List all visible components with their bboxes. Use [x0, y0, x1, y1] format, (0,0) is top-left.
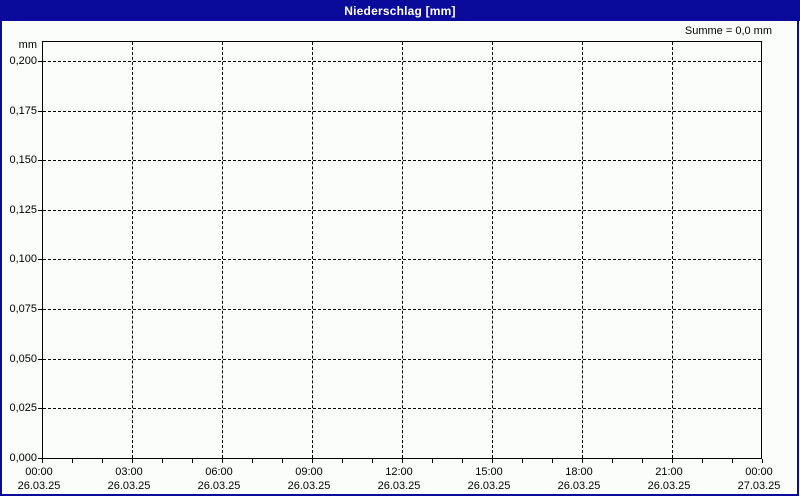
- y-tick-label: 0,050: [9, 353, 37, 365]
- y-axis-unit-label: mm: [18, 39, 37, 51]
- x-date-label: 27.03.25: [737, 480, 781, 492]
- x-axis-tick: [492, 459, 493, 463]
- y-tick-label: 0,175: [9, 105, 37, 117]
- x-gridline: [492, 42, 493, 458]
- x-time-label: 00:00: [25, 466, 53, 478]
- x-axis-tick: [192, 459, 193, 463]
- x-date-label: 26.03.25: [377, 480, 421, 492]
- x-axis-tick: [162, 459, 163, 463]
- y-tick-label: 0,150: [9, 154, 37, 166]
- y-tick-label: 0,125: [9, 204, 37, 216]
- x-axis-tick: [372, 459, 373, 463]
- x-axis-tick: [282, 459, 283, 463]
- y-tick-label: 0,200: [9, 55, 37, 67]
- x-date-label: 26.03.25: [17, 480, 61, 492]
- y-axis-tick: [38, 359, 42, 360]
- y-axis-tick: [38, 61, 42, 62]
- x-axis-tick: [222, 459, 223, 463]
- x-axis-tick: [132, 459, 133, 463]
- sum-readout: Summe = 0,0 mm: [684, 25, 772, 37]
- x-time-label: 15:00: [475, 466, 503, 478]
- y-axis-tick: [38, 160, 42, 161]
- x-gridline: [222, 42, 223, 458]
- x-axis-tick: [72, 459, 73, 463]
- y-axis-tick: [38, 408, 42, 409]
- x-axis-tick: [732, 459, 733, 463]
- y-axis-tick: [38, 259, 42, 260]
- x-time-label: 18:00: [565, 466, 593, 478]
- y-tick-label: 0,025: [9, 402, 37, 414]
- x-gridline: [402, 42, 403, 458]
- x-time-label: 06:00: [205, 466, 233, 478]
- x-time-label: 12:00: [385, 466, 413, 478]
- x-date-label: 26.03.25: [197, 480, 241, 492]
- x-axis-tick: [702, 459, 703, 463]
- x-axis-tick: [522, 459, 523, 463]
- x-axis-tick: [312, 459, 313, 463]
- chart-title: Niederschlag [mm]: [344, 3, 456, 18]
- x-axis-tick: [612, 459, 613, 463]
- x-time-label: 09:00: [295, 466, 323, 478]
- x-axis-tick: [102, 459, 103, 463]
- y-axis-tick: [38, 458, 42, 459]
- window-titlebar[interactable]: Niederschlag [mm]: [0, 0, 800, 21]
- x-axis-tick: [582, 459, 583, 463]
- x-axis-tick: [342, 459, 343, 463]
- x-gridline: [312, 42, 313, 458]
- chart-panel-frame: [0, 21, 799, 496]
- plot-area: [42, 41, 762, 459]
- x-time-label: 03:00: [115, 466, 143, 478]
- x-axis-tick: [672, 459, 673, 463]
- x-axis-tick: [42, 459, 43, 463]
- x-date-label: 26.03.25: [647, 480, 691, 492]
- x-axis-tick: [432, 459, 433, 463]
- x-gridline: [582, 42, 583, 458]
- x-date-label: 26.03.25: [107, 480, 151, 492]
- x-date-label: 26.03.25: [287, 480, 331, 492]
- y-axis-tick: [38, 309, 42, 310]
- y-tick-label: 0,075: [9, 303, 37, 315]
- x-time-label: 21:00: [655, 466, 683, 478]
- x-gridline: [672, 42, 673, 458]
- x-axis-tick: [762, 459, 763, 463]
- x-date-label: 26.03.25: [467, 480, 511, 492]
- y-axis-tick: [38, 210, 42, 211]
- x-axis-tick: [402, 459, 403, 463]
- x-axis-tick: [642, 459, 643, 463]
- x-axis-tick: [252, 459, 253, 463]
- x-gridline: [132, 42, 133, 458]
- y-axis-tick: [38, 111, 42, 112]
- x-axis-tick: [552, 459, 553, 463]
- x-axis-tick: [462, 459, 463, 463]
- y-tick-label: 0,000: [9, 452, 37, 464]
- y-tick-label: 0,100: [9, 253, 37, 265]
- x-time-label: 00:00: [745, 466, 773, 478]
- x-date-label: 26.03.25: [557, 480, 601, 492]
